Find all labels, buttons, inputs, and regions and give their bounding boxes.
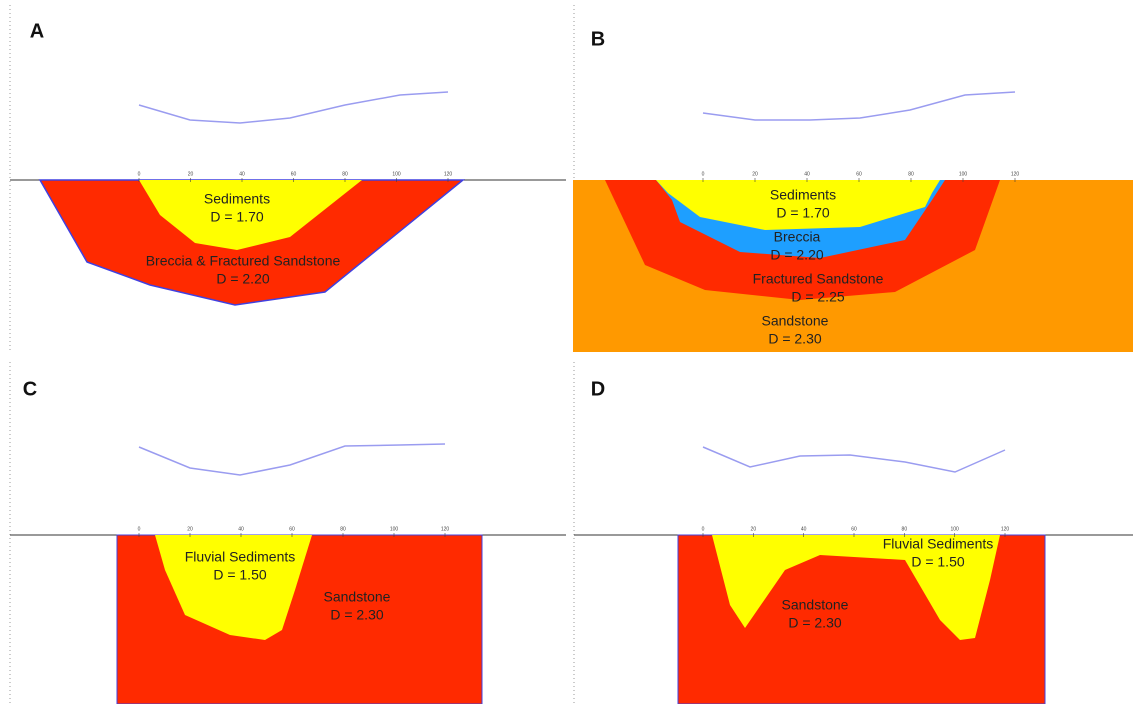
layer-density: D = 2.20 [216, 271, 270, 287]
axis-tick-label: 60 [289, 526, 295, 532]
axis-tick-label: 100 [392, 171, 401, 177]
axis-tick-label: 100 [959, 171, 968, 177]
layer-name: Fluvial Sediments [883, 536, 994, 552]
layer-body [139, 180, 362, 250]
layer-density: D = 1.70 [776, 205, 830, 221]
layer-density: D = 2.30 [788, 615, 842, 631]
axis-tick-label: 40 [239, 171, 245, 177]
layer-name: Sandstone [762, 313, 829, 329]
axis-tick-label: 80 [340, 526, 346, 532]
layer-body [712, 535, 1000, 640]
layer-density: D = 1.50 [911, 554, 965, 570]
axis-tick-label: 80 [908, 171, 914, 177]
layer-name: Sediments [204, 191, 270, 207]
layer-density: D = 2.30 [768, 331, 822, 347]
layer-name: Breccia & Fractured Sandstone [146, 253, 341, 269]
axis-tick-label: 40 [238, 526, 244, 532]
axis-tick-label: 120 [1001, 526, 1010, 532]
axis-tick-label: 60 [856, 171, 862, 177]
axis-tick-label: 120 [441, 526, 450, 532]
layer-name: Sediments [770, 187, 836, 203]
gravity-curve [702, 91, 1016, 121]
axis-tick-label: 120 [1011, 171, 1020, 177]
axis-tick-label: 40 [801, 526, 807, 532]
axis-tick-label: 40 [804, 171, 810, 177]
gravity-curve [702, 446, 1006, 473]
axis-tick-label: 100 [390, 526, 399, 532]
layer-name: Fractured Sandstone [753, 271, 884, 287]
layer-density: D = 1.50 [213, 567, 267, 583]
axis-tick-label: 20 [188, 171, 194, 177]
axis-tick-label: 0 [138, 171, 141, 177]
axis-tick-label: 120 [444, 171, 453, 177]
panel-label: A [30, 20, 44, 42]
gravity-curve [138, 91, 449, 124]
layer-density: D = 1.70 [210, 209, 264, 225]
layer-name: Breccia [774, 229, 821, 245]
axis-tick-label: 20 [751, 526, 757, 532]
layer-name: Fluvial Sediments [185, 549, 296, 565]
layer-density: D = 2.30 [330, 607, 384, 623]
panel-label: C [23, 378, 37, 400]
axis-tick-label: 80 [902, 526, 908, 532]
axis-tick-label: 0 [138, 526, 141, 532]
axis-tick-label: 0 [702, 171, 705, 177]
axis-tick-label: 60 [851, 526, 857, 532]
axis-tick-label: 80 [342, 171, 348, 177]
panel-label: D [591, 378, 605, 400]
axis-tick-label: 20 [187, 526, 193, 532]
gravity-curve [138, 443, 446, 476]
axis-tick-label: 100 [950, 526, 959, 532]
layer-density: D = 2.25 [791, 289, 845, 305]
axis-tick-label: 20 [752, 171, 758, 177]
panel-label: B [591, 28, 605, 50]
axis-tick-label: 60 [291, 171, 297, 177]
layer-name: Sandstone [782, 597, 849, 613]
layer-body [656, 180, 940, 230]
layer-body [155, 535, 312, 640]
axis-tick-label: 0 [702, 526, 705, 532]
layer-density: D = 2.20 [770, 247, 824, 263]
layer-name: Sandstone [324, 589, 391, 605]
